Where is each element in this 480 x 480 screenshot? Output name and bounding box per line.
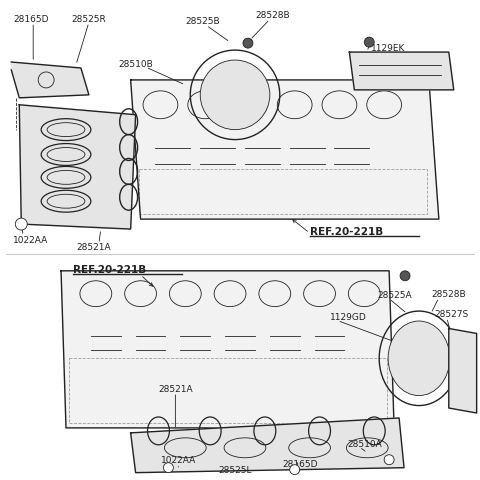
Text: 28528B: 28528B xyxy=(431,289,466,299)
Text: 1129EK: 1129EK xyxy=(371,44,406,52)
Text: 28527S: 28527S xyxy=(434,310,468,318)
Text: 28510A: 28510A xyxy=(348,439,382,448)
Polygon shape xyxy=(131,81,439,220)
Text: 28525B: 28525B xyxy=(185,17,220,26)
Text: REF.20-221B: REF.20-221B xyxy=(73,264,146,274)
Text: 28525R: 28525R xyxy=(71,15,106,24)
Polygon shape xyxy=(19,106,136,229)
Circle shape xyxy=(15,219,27,230)
Ellipse shape xyxy=(200,61,270,131)
Text: 1022AA: 1022AA xyxy=(160,455,196,464)
Circle shape xyxy=(384,455,394,465)
Text: 28165D: 28165D xyxy=(283,459,318,468)
Text: 1022AA: 1022AA xyxy=(13,235,48,244)
Ellipse shape xyxy=(388,321,450,396)
Text: REF.20-221B: REF.20-221B xyxy=(310,227,383,237)
Text: 28510B: 28510B xyxy=(119,60,154,68)
Circle shape xyxy=(243,39,253,49)
Text: 28525L: 28525L xyxy=(218,465,252,474)
Circle shape xyxy=(290,465,300,475)
Ellipse shape xyxy=(47,171,85,185)
Polygon shape xyxy=(349,53,454,91)
Text: 28521A: 28521A xyxy=(158,384,193,393)
Text: 28165D: 28165D xyxy=(13,15,49,24)
Text: 28528B: 28528B xyxy=(255,11,289,20)
Text: 28529M: 28529M xyxy=(361,59,397,67)
Polygon shape xyxy=(12,63,89,98)
Circle shape xyxy=(400,271,410,281)
Text: 28525A: 28525A xyxy=(377,290,412,300)
Ellipse shape xyxy=(47,148,85,162)
Circle shape xyxy=(364,38,374,48)
Text: 28521A: 28521A xyxy=(76,243,110,252)
Polygon shape xyxy=(131,418,404,473)
Polygon shape xyxy=(449,329,477,413)
Text: 1129GD: 1129GD xyxy=(329,312,366,322)
Circle shape xyxy=(164,463,173,473)
Polygon shape xyxy=(61,271,394,428)
Ellipse shape xyxy=(47,195,85,209)
Ellipse shape xyxy=(47,123,85,137)
